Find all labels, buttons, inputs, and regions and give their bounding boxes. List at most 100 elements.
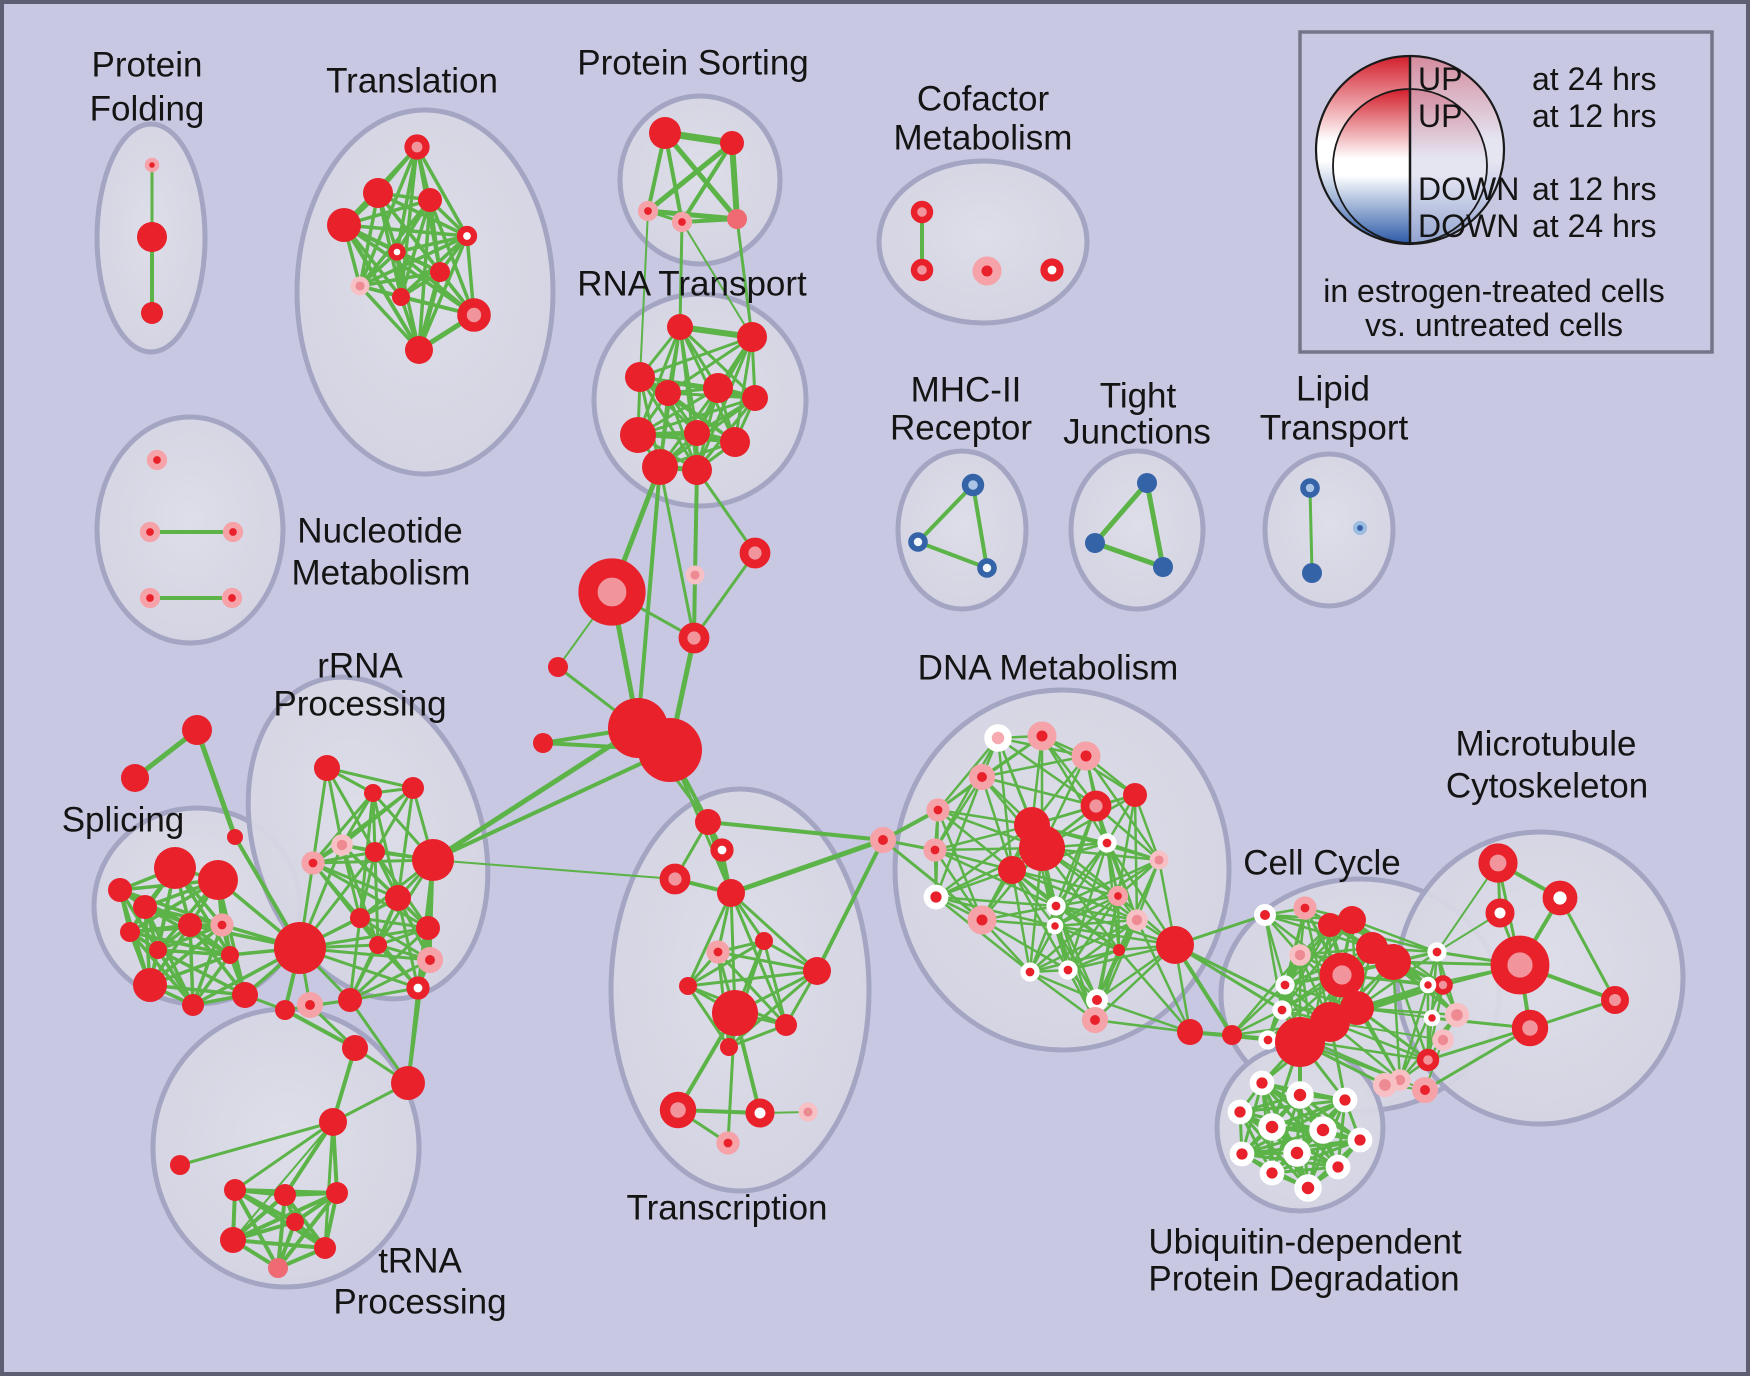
network-node	[296, 991, 324, 1019]
network-edge	[686, 939, 766, 988]
cluster-ellipse-mhc-ii-receptor	[895, 448, 1029, 612]
legend-time-label: at 12 hrs	[1532, 171, 1657, 207]
network-node	[314, 1237, 336, 1259]
network-node	[392, 288, 410, 306]
network-node	[659, 863, 691, 895]
network-edge	[1028, 918, 1139, 974]
cluster-label-splicing: Splicing	[62, 800, 185, 839]
network-edge	[311, 786, 415, 865]
cluster-label-mhc-ii-receptor: MHC-II	[911, 370, 1022, 409]
network-edge	[396, 896, 420, 990]
network-node	[210, 913, 234, 937]
network-node	[139, 587, 161, 609]
network-edge	[678, 325, 757, 400]
network-node	[170, 1155, 190, 1175]
network-node	[548, 657, 568, 677]
network-node	[1046, 917, 1064, 935]
network-edge	[638, 375, 699, 472]
network-node	[342, 1035, 368, 1061]
cluster-label-mhc-ii-receptor: Receptor	[890, 408, 1032, 447]
network-node	[716, 1131, 740, 1155]
network-node	[1433, 975, 1453, 995]
network-edge	[178, 1120, 335, 1167]
network-node	[224, 1179, 246, 1201]
network-edge	[232, 1121, 334, 1241]
network-node	[1309, 1116, 1337, 1144]
network-node	[1432, 1029, 1454, 1051]
network-edge	[118, 888, 224, 927]
cluster-label-microtubule-cytoskeleton: Cytoskeleton	[1446, 766, 1648, 805]
cluster-label-nucleotide-metabolism: Nucleotide	[297, 511, 462, 550]
network-node	[923, 838, 947, 862]
network-node	[222, 521, 244, 543]
network-edge	[936, 736, 1000, 812]
network-node	[655, 380, 681, 406]
network-node	[141, 302, 163, 324]
network-edge	[762, 939, 788, 1027]
network-node	[961, 473, 985, 497]
network-edge	[1092, 540, 1166, 570]
network-node	[220, 1227, 246, 1253]
legend-direction-label: UP	[1418, 98, 1462, 134]
network-edge	[396, 786, 415, 900]
network-edge	[733, 335, 754, 444]
network-node	[659, 1091, 697, 1129]
network-node	[457, 298, 491, 332]
network-edge	[1028, 970, 1099, 1002]
network-edge	[662, 130, 740, 222]
network-node	[301, 851, 325, 875]
network-edge	[342, 223, 469, 238]
network-node	[1310, 1002, 1350, 1042]
network-node	[1302, 563, 1322, 583]
cluster-ellipse-protein-sorting	[617, 93, 783, 267]
cluster-label-protein-folding: Folding	[90, 89, 205, 128]
legend-footer-line: in estrogen-treated cells	[1323, 273, 1665, 309]
cluster-label-translation: Translation	[326, 61, 498, 100]
network-node	[286, 1213, 304, 1231]
network-edge	[678, 220, 684, 329]
network-edge	[1280, 918, 1354, 1012]
network-edge	[348, 926, 430, 1002]
network-node	[404, 134, 430, 160]
network-edge	[681, 221, 753, 338]
network-edge	[716, 950, 819, 973]
network-node	[1222, 1025, 1242, 1045]
network-edge	[980, 754, 1088, 779]
network-node	[1113, 944, 1125, 956]
network-node	[402, 777, 424, 799]
network-edge	[934, 895, 1057, 928]
cluster-label-ubiquitin-degradation: Protein Degradation	[1148, 1259, 1459, 1298]
network-node	[1027, 721, 1057, 751]
network-edge	[325, 766, 415, 790]
legend-direction-label: UP	[1418, 61, 1462, 97]
network-edge	[1053, 918, 1139, 928]
network-edge	[399, 145, 419, 299]
network-node	[737, 322, 767, 352]
network-node	[274, 922, 326, 974]
network-edge	[342, 223, 421, 352]
network-edge	[934, 895, 1032, 974]
network-edge	[638, 335, 754, 379]
network-node	[755, 932, 773, 950]
network-node	[1058, 960, 1078, 980]
network-node	[1332, 1087, 1358, 1113]
network-node	[1293, 896, 1317, 920]
network-edge	[934, 823, 1034, 899]
network-edge	[1092, 480, 1150, 546]
network-edge	[1398, 983, 1430, 1082]
network-edge	[156, 948, 232, 957]
cluster-label-trna-processing: Processing	[333, 1282, 506, 1321]
network-node	[385, 885, 411, 911]
network-edge	[373, 786, 415, 854]
network-node	[717, 879, 745, 907]
network-node	[391, 1066, 425, 1100]
network-node	[1249, 1070, 1275, 1096]
network-edge	[1350, 918, 1439, 954]
network-edge	[323, 1120, 335, 1250]
cluster-label-lipid-transport: Lipid	[1296, 369, 1370, 408]
network-node	[968, 763, 996, 791]
network-node	[671, 211, 693, 233]
network-node	[1080, 790, 1112, 822]
